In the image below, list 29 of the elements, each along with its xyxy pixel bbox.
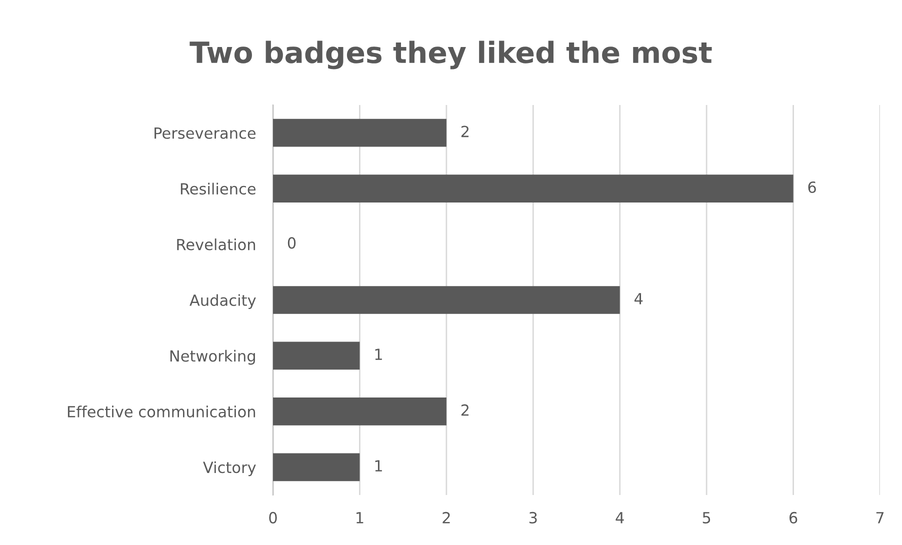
bar (273, 342, 360, 370)
y-tick-label: Networking (170, 350, 255, 365)
y-tick-label: Effective communication (68, 406, 256, 418)
x-tick-label: 7 (876, 512, 884, 524)
bar (273, 398, 446, 426)
data-label: 4 (634, 293, 643, 304)
x-tick-label: 3 (529, 512, 537, 524)
bar (273, 174, 794, 202)
chart-title: Two badges they liked the most (190, 40, 712, 70)
data-label: 0 (288, 237, 296, 249)
y-tick-label: Audacity (190, 294, 256, 309)
bar (273, 453, 360, 482)
x-tick-label: 1 (356, 512, 364, 524)
x-tick-label: 5 (702, 512, 710, 524)
x-tick-label: 6 (789, 512, 798, 524)
data-label: 6 (808, 181, 816, 194)
data-label: 2 (461, 126, 469, 138)
y-tick-label: Revelation (177, 238, 256, 250)
y-tick-label: Resilience (180, 182, 256, 195)
data-label: 1 (375, 460, 382, 472)
bar (273, 286, 620, 314)
bar (273, 118, 446, 147)
data-label: 2 (461, 404, 469, 416)
x-tick-label: 4 (616, 512, 624, 524)
x-tick-label: 2 (442, 512, 450, 524)
y-tick-label: Perseverance (154, 128, 256, 139)
x-tick-label: 0 (269, 512, 277, 524)
y-tick-label: Victory (203, 461, 256, 476)
data-label: 1 (375, 348, 382, 360)
